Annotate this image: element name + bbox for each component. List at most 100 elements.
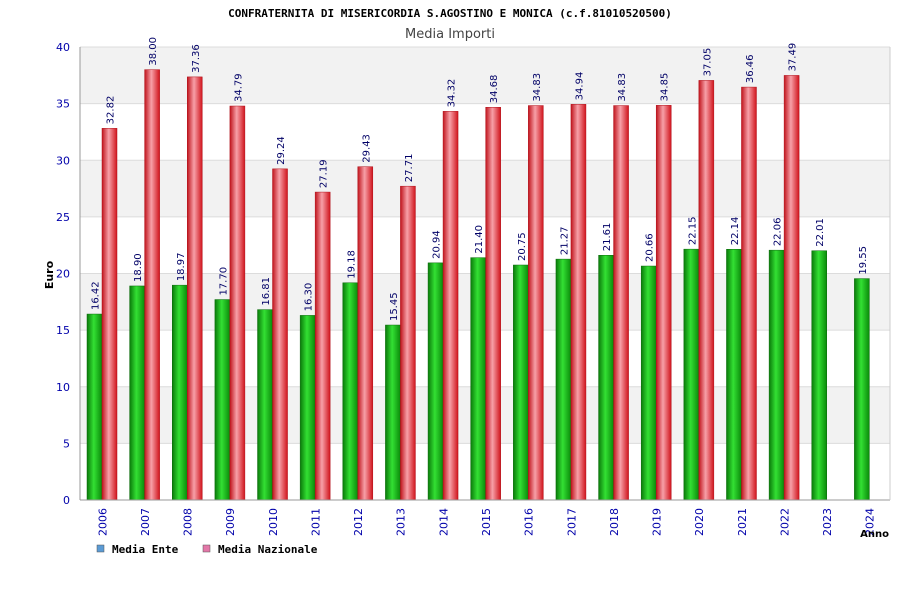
bar-ente-2017	[555, 258, 572, 501]
x-tick-label-2010: 2010	[267, 508, 280, 536]
bar-nazionale-2020	[698, 80, 715, 501]
x-tick-label-2008: 2008	[182, 508, 195, 536]
x-tick-label-2019: 2019	[651, 508, 664, 536]
data-label-nazionale-2011: 27.19	[319, 159, 330, 188]
data-label-nazionale-2006: 32.82	[106, 96, 117, 125]
data-label-nazionale-2010: 29.24	[276, 136, 287, 165]
bar-nazionale-2014	[442, 111, 459, 501]
bar-ente-2010	[257, 309, 273, 501]
x-tick-label-2022: 2022	[778, 508, 791, 536]
x-tick-label-2006: 2006	[96, 508, 109, 536]
data-labels: 16.42 18.90 18.97 17.70 16.81 16.30 19.18 15.45…	[91, 37, 869, 321]
bar-ente-2014	[427, 262, 444, 501]
x-tick-label-2013: 2013	[395, 508, 408, 536]
y-tick-label: 10	[56, 381, 70, 394]
bar-nazionale-2006	[101, 128, 118, 501]
bar-ente-2013	[385, 324, 401, 501]
data-label-nazionale-2018: 34.83	[617, 73, 628, 102]
data-label-ente-2024: 19.55	[858, 246, 869, 275]
bar-nazionale-2016	[528, 105, 544, 501]
x-tick-label-2007: 2007	[139, 508, 152, 536]
data-label-nazionale-2022: 37.49	[788, 43, 799, 72]
bar-ente-2022	[768, 249, 785, 501]
x-tick-label-2021: 2021	[736, 508, 749, 536]
data-label-ente-2012: 19.18	[346, 250, 357, 279]
y-tick-label: 30	[56, 154, 70, 167]
data-label-nazionale-2009: 34.79	[233, 73, 244, 102]
bar-nazionale-2021	[741, 86, 757, 501]
x-axis-label: Anno	[860, 529, 889, 540]
bar-ente-2019	[640, 265, 657, 501]
bar-ente-2020	[683, 248, 700, 501]
x-tick-labels: 2006 2007 2008 2009 2010 2011 2012 2013 2014 2015…	[96, 508, 876, 536]
y-tick-labels: 0 5 10 15 20 25 30 35 40	[56, 41, 70, 507]
data-label-nazionale-2017: 34.94	[574, 72, 585, 101]
bar-ente-2015	[470, 257, 486, 501]
data-label-nazionale-2014: 34.32	[447, 79, 458, 108]
bar-ente-2016	[513, 264, 529, 501]
data-label-ente-2007: 18.90	[133, 253, 144, 282]
legend-swatch-ente	[96, 544, 105, 553]
x-tick-label-2016: 2016	[523, 508, 536, 536]
data-label-ente-2017: 21.27	[559, 226, 570, 255]
bar-nazionale-2007	[144, 69, 160, 501]
bar-nazionale-2022	[783, 75, 800, 501]
data-label-ente-2011: 16.30	[304, 283, 315, 312]
x-tick-label-2018: 2018	[608, 508, 621, 536]
x-tick-label-2012: 2012	[352, 508, 365, 536]
data-label-nazionale-2021: 36.46	[745, 54, 756, 83]
data-label-nazionale-2020: 37.05	[702, 48, 713, 77]
y-tick-label: 5	[63, 437, 70, 450]
bar-nazionale-2018	[613, 105, 629, 501]
x-tick-label-2011: 2011	[309, 508, 322, 536]
bar-ente-2007	[129, 285, 145, 501]
y-tick-label: 0	[63, 494, 70, 507]
legend-label-ente: Media Ente	[112, 543, 179, 556]
data-label-nazionale-2019: 34.85	[660, 73, 671, 102]
data-label-ente-2018: 21.61	[602, 223, 613, 252]
x-tick-label-2020: 2020	[693, 508, 706, 536]
bar-nazionale-2010	[272, 168, 288, 501]
y-tick-label: 15	[56, 324, 70, 337]
bar-nazionale-2011	[314, 191, 331, 501]
x-tick-label-2014: 2014	[437, 508, 450, 536]
data-label-ente-2020: 22.15	[687, 217, 698, 246]
data-label-nazionale-2008: 37.36	[191, 44, 202, 73]
data-label-ente-2006: 16.42	[91, 281, 102, 310]
data-label-nazionale-2012: 29.43	[361, 134, 372, 163]
data-label-nazionale-2016: 34.83	[532, 73, 543, 102]
bar-ente-2023	[811, 250, 827, 501]
bar-nazionale-2019	[655, 105, 672, 501]
bar-nazionale-2015	[485, 106, 501, 501]
data-label-ente-2019: 20.66	[645, 233, 656, 262]
data-label-ente-2008: 18.97	[176, 253, 187, 282]
data-label-ente-2010: 16.81	[261, 277, 272, 306]
legend-swatch-nazionale	[202, 544, 211, 553]
y-tick-label: 20	[56, 268, 70, 281]
x-tick-label-2015: 2015	[480, 508, 493, 536]
x-tick-label-2017: 2017	[565, 508, 578, 536]
data-label-ente-2014: 20.94	[432, 230, 443, 259]
bar-ente-2012	[342, 282, 359, 501]
bar-ente-2018	[598, 255, 614, 501]
x-tick-label-2009: 2009	[224, 508, 237, 536]
data-label-ente-2009: 17.70	[218, 267, 229, 296]
y-axis-label: Euro	[43, 260, 56, 289]
data-label-ente-2021: 22.14	[730, 217, 741, 246]
chart-subtitle: Media Importi	[405, 27, 495, 42]
chart-title: CONFRATERNITA DI MISERICORDIA S.AGOSTINO…	[228, 7, 672, 20]
bar-nazionale-2013	[400, 185, 416, 501]
axes	[79, 47, 891, 501]
bar-ente-2021	[726, 249, 742, 501]
data-label-nazionale-2013: 27.71	[404, 154, 415, 183]
data-label-ente-2015: 21.40	[474, 225, 485, 254]
data-label-nazionale-2015: 34.68	[489, 75, 500, 104]
bar-nazionale-2012	[357, 166, 374, 501]
bar-ente-2008	[172, 284, 188, 501]
legend-label-nazionale: Media Nazionale	[218, 543, 318, 556]
bars	[86, 69, 870, 501]
data-label-nazionale-2007: 38.00	[148, 37, 159, 66]
bar-nazionale-2017	[570, 104, 587, 501]
